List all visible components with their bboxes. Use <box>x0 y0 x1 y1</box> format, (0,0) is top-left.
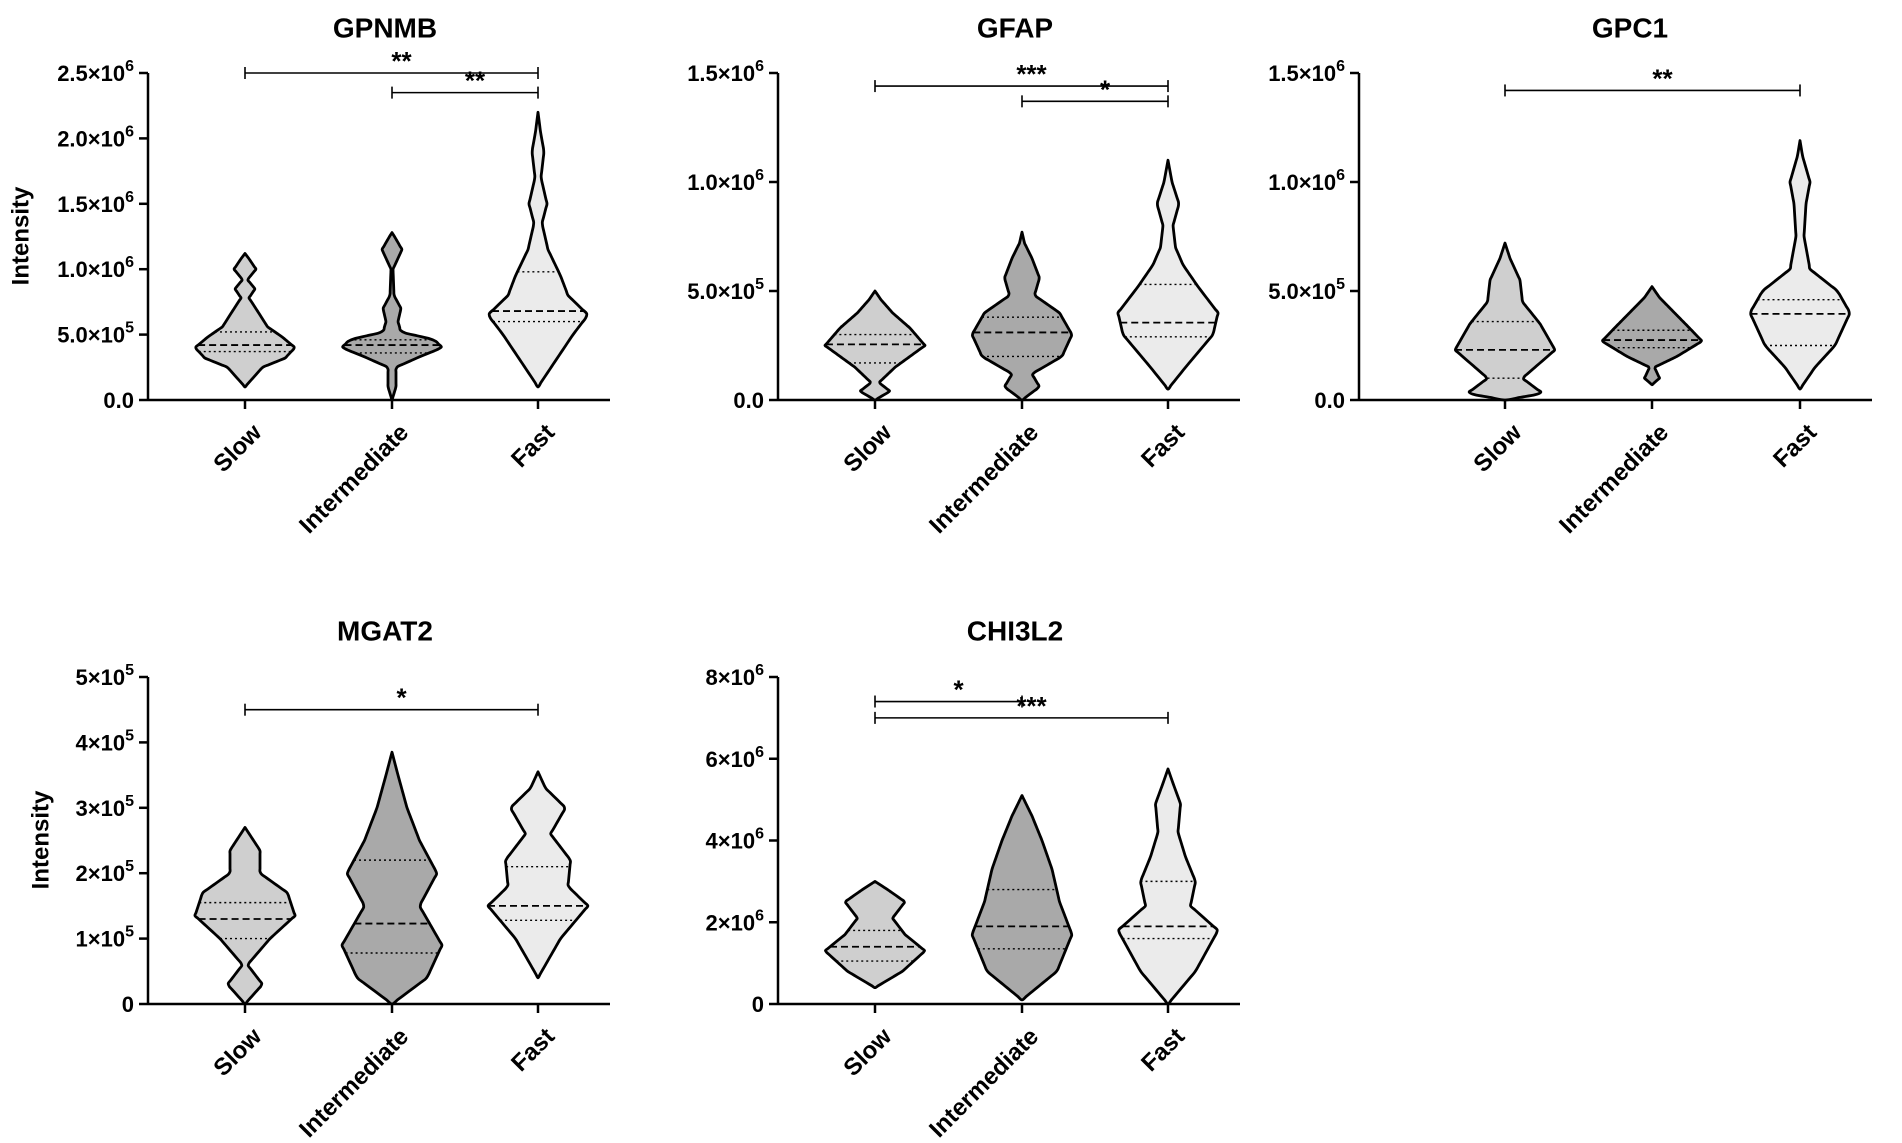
x-category-label-intermediate: Intermediate <box>294 1023 414 1143</box>
y-tick-label: 0 <box>122 992 134 1017</box>
violin-intermediate <box>970 794 1074 1002</box>
significance-label: ** <box>465 66 486 96</box>
x-category-label-intermediate: Intermediate <box>294 419 414 539</box>
violin-body <box>824 879 926 990</box>
significance-bracket: * <box>244 683 539 716</box>
y-tick-label: 4×105 <box>76 727 135 755</box>
x-category-label-intermediate: Intermediate <box>924 1023 1044 1143</box>
violin-fast <box>1749 139 1851 391</box>
x-category-label-intermediate: Intermediate <box>1554 419 1674 539</box>
y-tick-label: 1.0×106 <box>1268 167 1345 195</box>
significance-label: *** <box>1016 691 1047 721</box>
violin-fast <box>486 770 590 980</box>
violin-body <box>823 289 927 402</box>
violin-slow <box>824 879 926 990</box>
x-category-label-slow: Slow <box>1468 419 1527 478</box>
violin-fast <box>1117 767 1219 1006</box>
y-tick-label: 0.0 <box>733 388 764 413</box>
x-category-label-slow: Slow <box>208 419 267 478</box>
significance-label: ** <box>391 46 412 76</box>
y-tick-label: 1.5×106 <box>1268 58 1345 86</box>
violin-body <box>1749 139 1851 391</box>
y-tick-label: 2.5×106 <box>57 58 134 86</box>
violin-body <box>194 252 296 389</box>
y-tick-label: 1×105 <box>76 924 135 952</box>
significance-bracket: ** <box>391 66 539 99</box>
violin-body <box>1454 241 1556 402</box>
violin-body <box>341 231 443 402</box>
violin-body <box>487 110 589 389</box>
violin-body <box>1601 285 1703 387</box>
violin-slow <box>193 826 297 1006</box>
significance-bracket: *** <box>874 691 1169 724</box>
significance-label: * <box>396 683 407 713</box>
y-tick-label: 4×106 <box>706 826 765 854</box>
y-axis-label: Intensity <box>7 186 34 285</box>
violin-intermediate <box>1601 285 1703 387</box>
violin-body <box>193 826 297 1006</box>
significance-bracket: * <box>1021 74 1169 108</box>
y-tick-label: 5.0×105 <box>687 276 764 304</box>
chart-chi3l2: CHI3L2 0 2×106 4×106 6×106 8×106 Slow Intermedi… <box>706 615 1240 1143</box>
significance-label: *** <box>1016 59 1047 89</box>
y-axis-label: Intensity <box>27 790 54 889</box>
y-tick-label: 1.0×106 <box>57 254 134 282</box>
x-category-label-fast: Fast <box>506 419 560 473</box>
y-tick-label: 1.5×106 <box>687 58 764 86</box>
violin-intermediate <box>340 750 444 1006</box>
violin-body <box>340 750 444 1006</box>
y-tick-label: 0 <box>752 992 764 1017</box>
violin-body <box>1116 158 1220 391</box>
chart-title: GPC1 <box>1592 12 1668 43</box>
y-tick-label: 2×106 <box>706 907 765 935</box>
violin-slow <box>823 289 927 402</box>
y-tick-label: 0.0 <box>103 388 134 413</box>
significance-bracket: ** <box>244 46 539 79</box>
violin-body <box>1117 767 1219 1006</box>
y-tick-label: 5.0×105 <box>57 320 134 348</box>
x-category-label-fast: Fast <box>506 1023 560 1077</box>
chart-gpnmb: GPNMB Intensity 0.0 5.0×105 1.0×106 1.5×106 2.… <box>7 12 610 539</box>
x-category-label-fast: Fast <box>1136 1023 1190 1077</box>
violin-intermediate <box>341 231 443 402</box>
x-category-label-intermediate: Intermediate <box>924 419 1044 539</box>
chart-gpc1: GPC1 0.0 5.0×105 1.0×106 1.5×106 Slow Intermed… <box>1268 12 1872 539</box>
violin-body <box>970 794 1074 1002</box>
chart-title: CHI3L2 <box>967 615 1063 646</box>
violin-fast <box>487 110 589 389</box>
significance-bracket: *** <box>874 59 1169 93</box>
significance-bracket: ** <box>1504 63 1801 97</box>
x-category-label-slow: Slow <box>208 1023 267 1082</box>
y-tick-label: 5×105 <box>76 662 135 690</box>
chart-title: GPNMB <box>333 12 437 43</box>
chart-gfap: GFAP 0.0 5.0×105 1.0×106 1.5×106 Slow Intermed… <box>687 12 1240 539</box>
y-tick-label: 8×106 <box>706 662 765 690</box>
violin-body <box>971 230 1073 402</box>
significance-label: * <box>953 675 964 705</box>
y-tick-label: 3×105 <box>76 793 135 821</box>
y-tick-label: 1.0×106 <box>687 167 764 195</box>
violin-fast <box>1116 158 1220 391</box>
significance-label: ** <box>1652 63 1673 93</box>
violin-intermediate <box>971 230 1073 402</box>
x-category-label-slow: Slow <box>838 419 897 478</box>
y-tick-label: 0.0 <box>1314 388 1345 413</box>
significance-bracket: * <box>874 675 1023 708</box>
y-tick-label: 1.5×106 <box>57 189 134 217</box>
chart-title: GFAP <box>977 12 1053 43</box>
y-tick-label: 5.0×105 <box>1268 276 1345 304</box>
chart-mgat2: MGAT2 Intensity 0 1×105 2×105 3×105 4×105 5×105… <box>27 615 610 1143</box>
y-tick-label: 6×106 <box>706 744 765 772</box>
violin-slow <box>194 252 296 389</box>
violin-body <box>486 770 590 980</box>
x-category-label-fast: Fast <box>1136 419 1190 473</box>
significance-label: * <box>1100 74 1111 104</box>
y-tick-label: 2.0×106 <box>57 123 134 151</box>
chart-title: MGAT2 <box>337 615 433 646</box>
violin-slow <box>1454 241 1556 402</box>
x-category-label-slow: Slow <box>838 1023 897 1082</box>
y-tick-label: 2×105 <box>76 858 135 886</box>
x-category-label-fast: Fast <box>1768 419 1822 473</box>
